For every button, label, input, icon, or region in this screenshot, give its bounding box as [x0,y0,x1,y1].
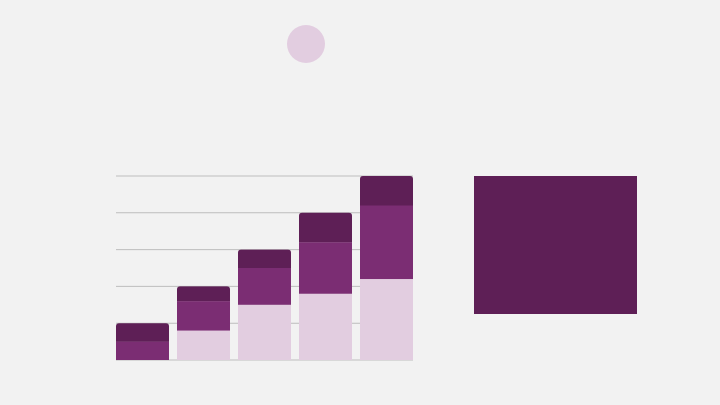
bar-segment [177,330,230,360]
bar-segment [299,293,352,360]
bar-segment [238,249,291,268]
bar-segment [116,323,169,342]
decor-circle [287,25,325,63]
chart [116,175,413,361]
bar-segment [177,286,230,302]
bar-segment [360,176,413,206]
decor-block [474,176,637,314]
bar-segment [299,212,352,243]
bar-segment [299,242,352,294]
bar-segment [360,279,413,360]
bar-segment [116,341,169,360]
bar-segment [238,268,291,305]
bar-segment [177,301,230,331]
bar-segment [360,205,413,280]
bar-segment [238,304,291,360]
